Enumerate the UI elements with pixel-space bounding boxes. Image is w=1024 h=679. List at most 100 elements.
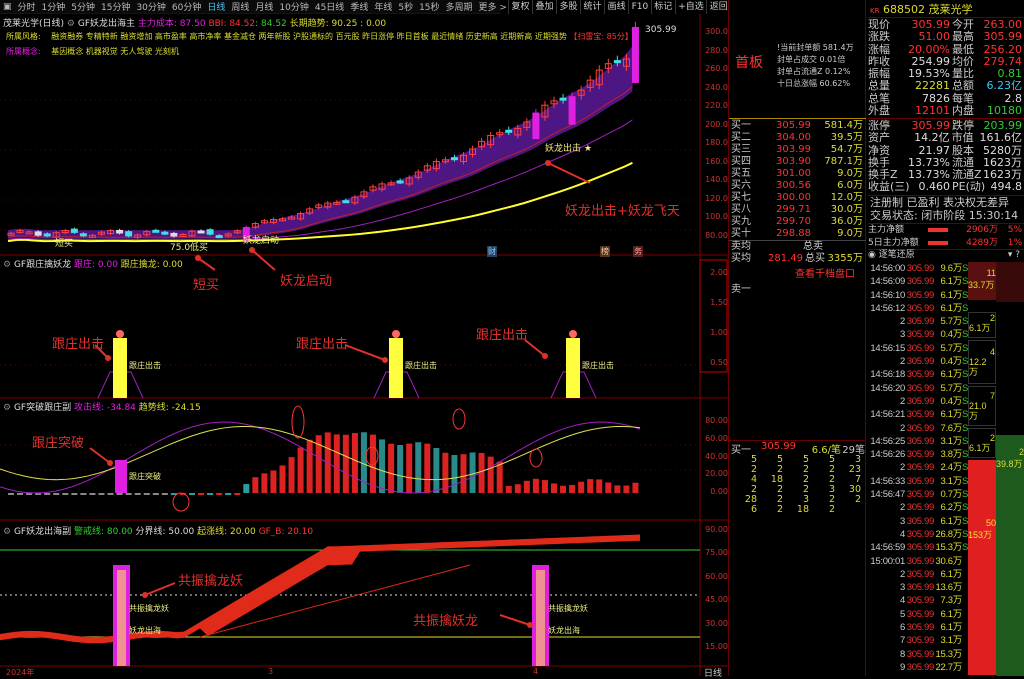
tick-volume: 26.8万 [934, 528, 962, 541]
histogram-bar [144, 493, 150, 495]
cost-value: 主力成本: 87.50 [138, 19, 206, 29]
tick-price: 305.99 [905, 555, 934, 568]
annotation-arrow [145, 583, 175, 595]
tick-time: 14:56:00 [868, 262, 905, 275]
arrow-head [527, 622, 533, 628]
annotation-resonance-2: 共振擒妖龙 [413, 610, 478, 629]
gear-icon[interactable]: ⚙ [3, 527, 11, 537]
trade-status: 交易状态: 闭市阶段 15:30:14 [870, 210, 1018, 222]
histogram-bar [53, 493, 59, 495]
bar-label: 跟庄突破 [129, 471, 161, 482]
tick-volume: 6.1万 [934, 302, 962, 315]
histogram-bar [62, 493, 68, 495]
panel2-value-2: 跟庄擒龙: 0.00 [121, 260, 183, 270]
gem-icon [116, 330, 124, 338]
tick-price: 305.99 [905, 302, 934, 315]
axis-tick: 280.0 [700, 46, 728, 55]
tick-time: 14:56:21 [868, 408, 905, 421]
quote-label: 总量 [868, 80, 898, 92]
bid-price: 301.00 [761, 168, 811, 180]
filter-icon[interactable]: ▾ ? [1008, 250, 1020, 261]
finance-badge[interactable]: 财 [487, 246, 497, 257]
panel2-title: GF跟庄擒妖龙 [14, 260, 71, 270]
gear-icon[interactable]: ⚙ [3, 260, 11, 270]
tick-time: 3 [868, 581, 905, 594]
axis-tick: 220.0 [700, 101, 728, 110]
tick-price: 305.99 [905, 648, 934, 661]
histogram-bar [307, 440, 313, 493]
tick-volume: 15.3万 [934, 648, 962, 661]
histogram-bar [117, 493, 123, 495]
bar-label: 共振擒龙妖 [129, 603, 169, 614]
tick-volume: 0.7万 [934, 488, 962, 501]
tick-time: 14:56:15 [868, 342, 905, 355]
seal-float-ratio: 封单占流通Z 0.12% [777, 66, 854, 78]
ticks-header[interactable]: ◉ 逐笔还原▾ ? [868, 249, 1024, 261]
tick-volume: 6.1万 [934, 275, 962, 288]
tick-price: 305.99 [905, 528, 934, 541]
histogram-bar [614, 485, 620, 493]
tick-volume: 3.1万 [934, 475, 962, 488]
tick-time: 2 [868, 501, 905, 514]
resonance-bar-core [117, 570, 126, 666]
rank-badge[interactable]: 榜 [600, 246, 610, 257]
tick-price: 305.99 [905, 342, 934, 355]
histogram-bar [433, 448, 439, 493]
bid-level: 买一 [731, 120, 761, 132]
axis-tick: 75.00 [700, 548, 728, 557]
highlight-circle [292, 406, 304, 438]
tick-time: 2 [868, 461, 905, 474]
tick-time: 14:56:33 [868, 475, 905, 488]
annotation-short-buy: 短买 [193, 274, 219, 293]
business-badge[interactable]: 务 [633, 246, 643, 257]
panel2-value-1: 跟庄: 0.00 [74, 260, 118, 270]
tick-volume: 3.1万 [934, 634, 962, 647]
quote-value: 0.460 [898, 181, 950, 193]
quote-value: 12101 [898, 105, 950, 117]
chart-canvas[interactable] [0, 0, 728, 676]
depth-link[interactable]: 查看千档盘口 [795, 265, 855, 280]
gear-icon[interactable]: ⚙ [3, 403, 11, 413]
avg-sell-label: 卖均 [731, 241, 761, 253]
stock-header: KR 688502 茂莱光学 [870, 1, 972, 17]
score-badge[interactable]: 【扫雷宝: 85分】 [569, 32, 632, 41]
histogram-bar [515, 484, 521, 493]
histogram-bar [261, 473, 267, 493]
bid-level: 买八 [731, 204, 761, 216]
arrow-head [545, 160, 551, 166]
tick-volume: 6.2万 [934, 501, 962, 514]
tick-volume: 0.4万 [934, 355, 962, 368]
tick-time: 6 [868, 621, 905, 634]
indicator-gear-icon[interactable]: ⚙ [67, 19, 75, 29]
bid-volume: 54.7万 [811, 144, 865, 156]
arrow-head [195, 255, 201, 261]
period-label[interactable]: 日线 [704, 666, 722, 679]
date-label: 2024年 [6, 667, 34, 678]
breakout-bar [115, 460, 127, 493]
tick-time: 7 [868, 634, 905, 647]
histogram-bar [243, 484, 249, 493]
arrow-head [105, 355, 111, 361]
histogram-bar [162, 493, 168, 495]
tick-time: 14:56:59 [868, 541, 905, 554]
bar-label: 跟庄出击 [129, 360, 161, 371]
